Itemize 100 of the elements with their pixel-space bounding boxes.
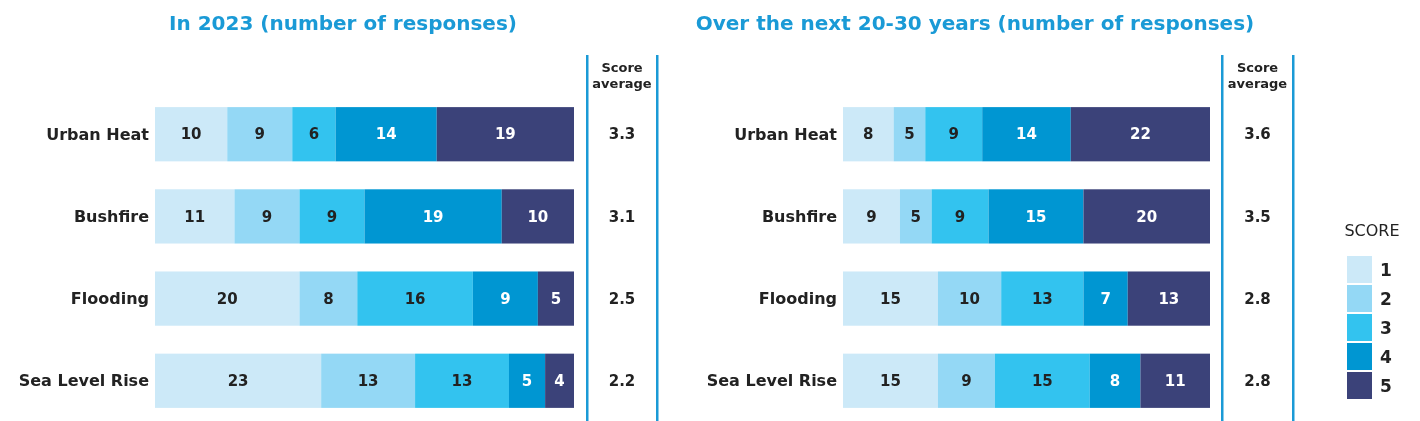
data-label: 22 [1129, 125, 1151, 144]
bar [545, 353, 574, 408]
data-label: 4 [554, 372, 565, 391]
bar [1070, 107, 1210, 162]
data-label: 5 [550, 289, 562, 308]
bar [1083, 271, 1128, 326]
y-tick-label: Bushfire [761, 207, 838, 227]
data-label: 13 [451, 372, 473, 391]
bar [1127, 271, 1210, 326]
bar [537, 271, 574, 326]
bar [292, 107, 336, 162]
y-tick-label: Sea Level Rise [18, 371, 150, 391]
data-label: 9 [954, 207, 966, 226]
bar [994, 353, 1090, 408]
data-label: 16 [404, 289, 426, 308]
bar [937, 353, 995, 408]
data-label: 7 [1100, 289, 1111, 308]
bar [508, 353, 546, 408]
legend-label: 1 [1380, 259, 1392, 280]
text: 3.5 [1244, 207, 1271, 226]
bar [436, 107, 574, 162]
data-label: 15 [1025, 207, 1047, 226]
data-label: 15 [880, 372, 901, 391]
text: Score average [592, 60, 652, 91]
data-label: 9 [326, 207, 338, 226]
data-label: 13 [357, 372, 379, 391]
bar [234, 189, 300, 244]
bar [893, 107, 926, 162]
legend-label: 5 [1380, 375, 1392, 396]
data-label: 10 [959, 289, 980, 308]
bar [899, 189, 932, 244]
bar [931, 189, 989, 244]
bar [982, 107, 1071, 162]
data-label: 10 [527, 207, 549, 226]
data-label: 8 [1109, 372, 1121, 391]
y-tick-label: Bushfire [73, 207, 150, 227]
bar [1001, 271, 1084, 326]
data-label: 20 [1136, 207, 1158, 226]
data-label: 11 [184, 207, 206, 226]
bar [925, 107, 983, 162]
data-label: 8 [323, 289, 334, 308]
bar [843, 271, 938, 326]
bar [299, 189, 365, 244]
bar [937, 271, 1002, 326]
bar [357, 271, 473, 326]
text: 3.1 [608, 207, 636, 226]
data-label: 13 [1031, 289, 1053, 308]
data-label: 9 [261, 207, 273, 226]
bar [364, 189, 502, 244]
bar [155, 271, 300, 326]
data-label: 8 [863, 125, 874, 144]
y-tick-label: Flooding [758, 289, 837, 309]
data-label: 23 [227, 372, 249, 391]
data-label: 9 [948, 125, 959, 144]
text: 2.8 [1244, 289, 1271, 308]
data-label: 5 [910, 207, 921, 226]
data-label: 14 [1016, 125, 1037, 144]
bar [1140, 353, 1210, 408]
bar [299, 271, 358, 326]
bar [843, 353, 938, 408]
legend-label: 4 [1380, 346, 1392, 367]
bar [1083, 189, 1210, 244]
bar [155, 107, 228, 162]
data-label: 9 [500, 289, 511, 308]
text: Score average [1227, 60, 1288, 91]
text: 2.5 [608, 289, 636, 308]
y-tick-label: Flooding [70, 289, 149, 309]
bar [501, 189, 574, 244]
data-label: 20 [216, 289, 238, 308]
bar [415, 353, 509, 408]
text: 3.6 [1244, 125, 1271, 144]
data-label: 11 [1164, 372, 1186, 391]
data-label: 10 [180, 125, 202, 144]
data-label: 6 [308, 125, 320, 144]
bar [335, 107, 437, 162]
bar [155, 189, 235, 244]
text: 3.3 [608, 125, 636, 144]
y-tick-label: Urban Heat [734, 124, 838, 144]
data-label: 19 [494, 125, 516, 144]
chart-title: Over the next 20-30 years (number of responses) [695, 11, 1255, 35]
bar [155, 353, 322, 408]
data-label: 15 [880, 289, 901, 308]
chart-title: In 2023 (number of responses) [169, 11, 517, 35]
legend-title: SCORE [1344, 221, 1400, 240]
y-tick-label: Urban Heat [46, 124, 150, 144]
data-label: 9 [254, 125, 265, 144]
bar [227, 107, 293, 162]
y-tick-label: Sea Level Rise [706, 371, 838, 391]
data-label: 14 [375, 125, 397, 144]
bar [472, 271, 538, 326]
data-label: 9 [866, 207, 877, 226]
bar [843, 107, 894, 162]
bar [843, 189, 900, 244]
legend-label: 2 [1380, 288, 1392, 309]
data-label: 15 [1031, 372, 1053, 391]
data-label: 13 [1158, 289, 1180, 308]
data-label: 9 [961, 372, 972, 391]
text: 2.2 [608, 372, 636, 391]
bar [321, 353, 416, 408]
legend-label: 3 [1380, 317, 1392, 338]
